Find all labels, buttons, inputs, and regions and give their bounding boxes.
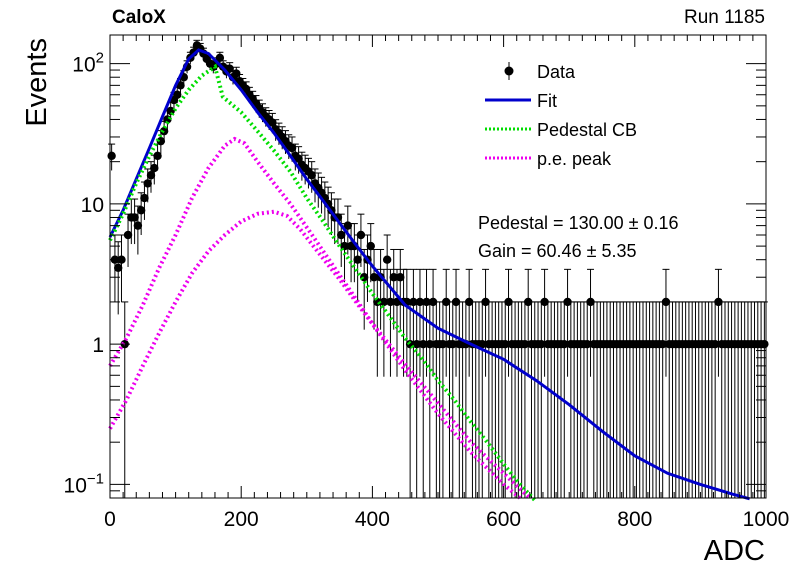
- x-tick-label: 800: [617, 508, 652, 531]
- legend-data-marker: [504, 66, 514, 76]
- plot-frame: [109, 34, 767, 499]
- data-point: [710, 339, 720, 349]
- data-point: [478, 339, 487, 349]
- y-tick-label: 10−1: [64, 470, 104, 497]
- data-point: [337, 230, 346, 240]
- data-point: [166, 106, 175, 116]
- data-point: [425, 339, 434, 349]
- y-tick-base: 1: [92, 334, 104, 357]
- data-point: [583, 339, 592, 349]
- experiment-label: CaloX: [112, 7, 166, 28]
- pe-peak-curve: [108, 209, 532, 500]
- y-tick-base: 10: [72, 54, 95, 77]
- data-point: [153, 151, 162, 161]
- run-label: Run 1185: [684, 7, 765, 28]
- data-point: [369, 273, 379, 282]
- data-point: [136, 206, 146, 215]
- legend-label: Data: [537, 62, 576, 82]
- legend-label: Pedestal CB: [537, 120, 637, 140]
- x-tick-label: 0: [104, 508, 116, 531]
- y-tick-label: 102: [72, 50, 104, 77]
- data-point: [107, 151, 116, 161]
- y-tick-exponent: −1: [87, 470, 104, 487]
- data-point: [232, 69, 241, 78]
- x-tick-label: 600: [486, 508, 521, 531]
- data-point: [419, 339, 428, 349]
- data-point: [133, 221, 143, 230]
- legend: Data Fit Pedestal CB p.e. peak: [485, 62, 637, 169]
- x-axis-label: ADC: [704, 535, 765, 567]
- data-point: [215, 53, 225, 63]
- data-point: [537, 339, 546, 349]
- data-point: [307, 171, 316, 180]
- data-point: [438, 339, 448, 349]
- data-point: [287, 143, 297, 153]
- data-layer: [107, 39, 769, 498]
- data-point: [156, 136, 166, 146]
- y-tick-label: 10: [81, 194, 104, 217]
- data-point: [123, 230, 133, 240]
- data-point: [386, 297, 395, 307]
- data-point: [176, 81, 185, 90]
- pe-peak-curve: [108, 136, 522, 500]
- data-point: [396, 273, 405, 282]
- data-point: [382, 255, 392, 264]
- y-tick-base: 10: [81, 194, 104, 217]
- data-point: [353, 255, 362, 264]
- gain-annotation: Gain = 60.46 ± 5.35: [478, 241, 637, 261]
- data-point: [268, 118, 277, 127]
- x-tick-label: 400: [355, 508, 390, 531]
- data-point: [520, 339, 530, 349]
- y-tick-base: 10: [64, 474, 87, 497]
- data-point: [140, 193, 149, 203]
- data-point: [389, 273, 398, 282]
- data-point: [412, 339, 421, 349]
- pedestal-annotation: Pedestal = 130.00 ± 0.16: [478, 213, 679, 233]
- data-point: [130, 213, 139, 222]
- data-point: [448, 339, 457, 349]
- data-point: [117, 255, 126, 264]
- curves-layer: [108, 48, 750, 504]
- data-point: [379, 297, 389, 307]
- data-point: [146, 171, 156, 180]
- y-tick-exponent: 2: [96, 50, 104, 67]
- y-axis-label: Events: [21, 38, 53, 127]
- x-tick-label: 200: [224, 508, 259, 531]
- data-point: [501, 339, 510, 349]
- data-point: [143, 179, 152, 188]
- fit-curve: [108, 48, 750, 501]
- data-point: [114, 263, 123, 273]
- y-tick-label: 1: [92, 334, 104, 357]
- legend-label: Fit: [537, 91, 557, 111]
- data-point: [560, 339, 569, 349]
- x-tick-label: 1000: [743, 508, 790, 531]
- data-point: [366, 241, 375, 251]
- data-point: [658, 339, 667, 349]
- data-point: [356, 230, 366, 240]
- legend-label: p.e. peak: [537, 149, 612, 169]
- data-point: [150, 163, 159, 173]
- data-point: [173, 90, 182, 99]
